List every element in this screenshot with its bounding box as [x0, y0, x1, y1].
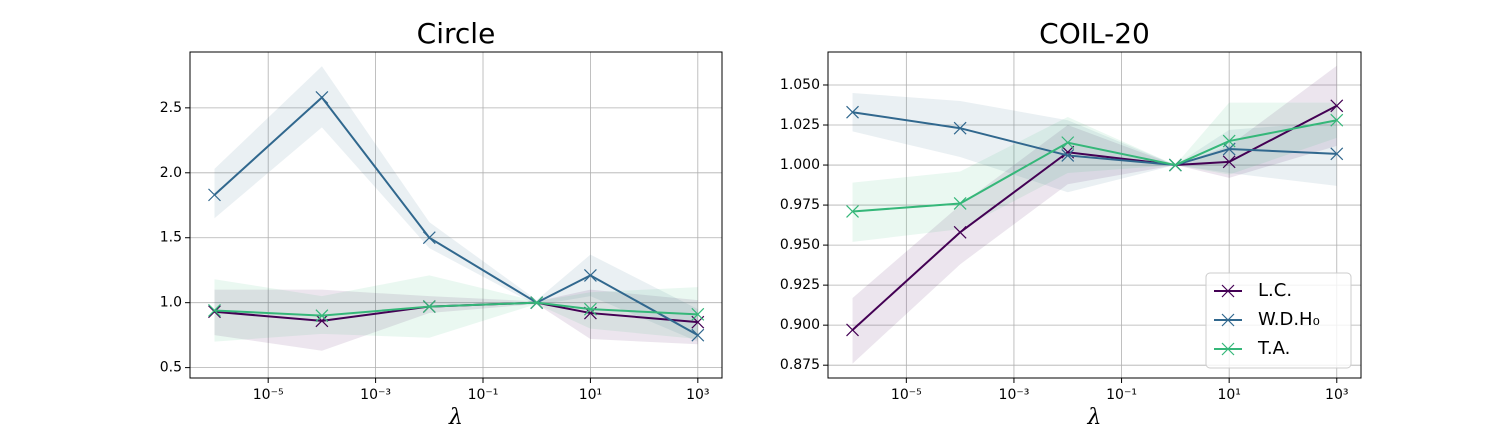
x-tick-label: 10³ [686, 387, 709, 403]
marker [530, 296, 544, 310]
y-tick-label: 2.0 [160, 165, 182, 181]
x-tick-label: 10⁻³ [999, 387, 1030, 403]
y-tick-label: 1.000 [780, 157, 820, 173]
series-line [214, 301, 698, 317]
y-tick-label: 0.900 [780, 317, 820, 333]
marker [208, 305, 221, 319]
marker [583, 268, 597, 282]
x-tick-label: 10⁻⁵ [891, 387, 922, 403]
marker [315, 91, 329, 104]
y-tick-label: 1.0 [160, 295, 182, 311]
marker [1222, 134, 1236, 148]
confidence-band [214, 289, 698, 351]
marker [1330, 99, 1344, 113]
y-tick-label: 1.050 [780, 77, 820, 93]
y-tick-label: 0.950 [780, 237, 820, 253]
chart-title: Circle [417, 17, 496, 50]
y-tick-label: 0.975 [780, 197, 820, 213]
x-tick-label: 10³ [1325, 387, 1348, 403]
marker [691, 307, 705, 321]
marker [1330, 113, 1344, 127]
y-tick-label: 0.925 [780, 277, 820, 293]
plot-frame [827, 51, 1362, 379]
series-line [852, 119, 1337, 213]
plot: 10⁻⁵ 10⁻³ 10⁻¹ 10¹ 10³ 0.5 1.0 1.5 2.0 2.5 Circle λ [160, 17, 723, 430]
legend-label: W.D.H₀ [1258, 309, 1320, 330]
marker [1061, 136, 1075, 150]
series-line [851, 104, 1338, 331]
marker [315, 314, 329, 328]
legend-box [1205, 272, 1352, 369]
confidence-band [852, 102, 1337, 242]
marker [1222, 155, 1236, 169]
marker [315, 309, 329, 323]
y-tick-label: 2.5 [160, 100, 182, 116]
x-axis-label: λ [448, 405, 463, 430]
marker [583, 302, 597, 316]
y-tick-label: 0.875 [780, 357, 820, 373]
x-tick-label: 10¹ [579, 387, 602, 403]
legend-label: L.C. [1258, 280, 1292, 301]
y-tick-label: 1.5 [160, 230, 182, 246]
marker [208, 188, 221, 202]
marker [422, 300, 436, 313]
marker [1168, 158, 1182, 172]
x-tick-label: 10⁻³ [360, 387, 391, 403]
series-line [852, 111, 1337, 167]
marker [953, 197, 967, 210]
marker [208, 304, 221, 317]
plot-frame [189, 51, 723, 379]
y-tick-label: 1.025 [780, 117, 820, 133]
confidence-band [214, 275, 698, 342]
legend-label: T.A. [1257, 338, 1290, 359]
marker [846, 205, 859, 218]
plot: 10⁻⁵ 10⁻³ 10⁻¹ 10¹ 10³ 0.875 0.900 0.925 0.950 0.… [780, 17, 1362, 430]
confidence-band [852, 65, 1337, 364]
legend-marker [1221, 313, 1235, 327]
marker [1330, 147, 1344, 161]
marker [691, 328, 705, 342]
chart-title: COIL-20 [1039, 17, 1150, 50]
x-tick-label: 10⁻¹ [468, 387, 499, 403]
x-axis-label: λ [1087, 405, 1102, 430]
x-tick-label: 10¹ [1217, 387, 1240, 403]
x-tick-label: 10⁻⁵ [253, 387, 284, 403]
legend: L.C. W.D.H₀ T.A. [1205, 272, 1352, 369]
series-line [213, 95, 699, 337]
y-tick-label: 0.5 [160, 360, 182, 376]
marker [422, 231, 436, 245]
legend-marker [1221, 342, 1235, 356]
x-tick-label: 10⁻¹ [1106, 387, 1137, 403]
legend-marker [1221, 284, 1235, 298]
marker [953, 225, 967, 239]
marker [953, 121, 967, 135]
marker [1061, 149, 1075, 162]
marker [846, 323, 859, 337]
confidence-band [852, 92, 1337, 193]
confidence-band [214, 66, 698, 342]
marker [846, 105, 859, 119]
